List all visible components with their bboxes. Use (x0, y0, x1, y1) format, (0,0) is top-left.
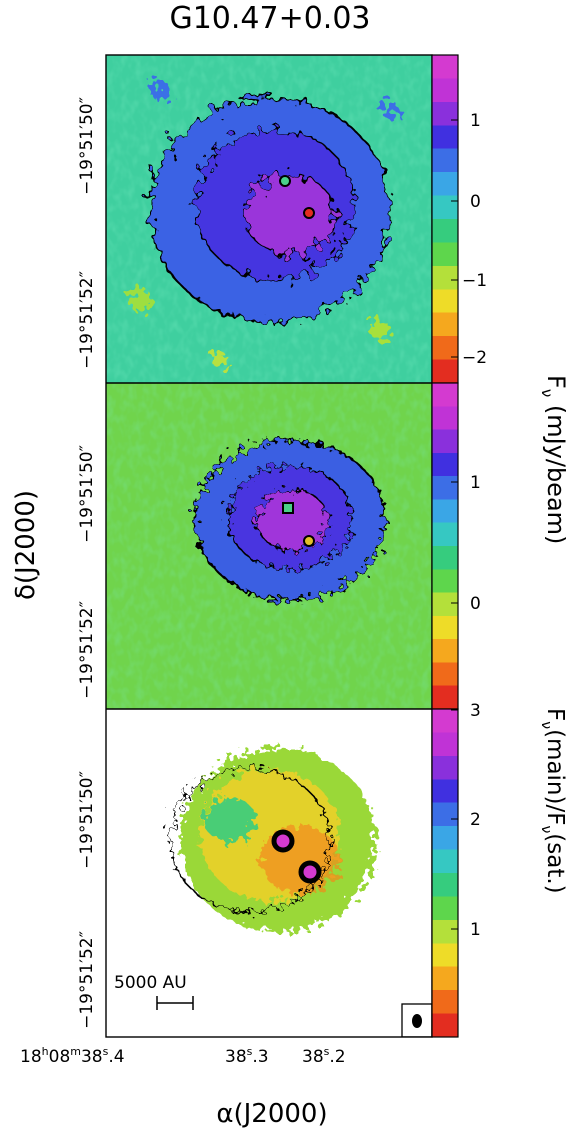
colorbar-top (431, 54, 459, 384)
colorbar-top-tick-4: −2 (462, 348, 487, 368)
panel-top-speckles (128, 80, 399, 368)
panel-middle-emission (194, 439, 386, 601)
colorbar-bottom (431, 708, 459, 1038)
colorbar-bottom-tick-1: 3 (470, 701, 481, 721)
x-axis-label: α(J2000) (216, 1099, 327, 1129)
figure-title: G10.47+0.03 (169, 1, 370, 36)
source-marker-top-1 (279, 175, 291, 187)
scalebar-label: 5000 AU (114, 973, 187, 993)
y-axis-label: δ(J2000) (11, 490, 41, 600)
colorbar-middle (431, 382, 459, 710)
colorbar-bottom-ticks: 3 2 1 (451, 701, 481, 940)
colorbar-top-tick-3: −1 (462, 271, 487, 291)
source-marker-top-2 (303, 207, 315, 219)
xtick-1: 18h08m38s.4 (20, 1045, 125, 1067)
source-marker-bottom-2 (298, 860, 322, 884)
panel-top (106, 55, 432, 383)
panel-top-emission (149, 97, 391, 323)
colorbar-top-ticks: 1 0 −1 −2 (451, 111, 487, 368)
panel-middle (106, 383, 432, 709)
ytick-top-2: −19°51′52″ (77, 271, 97, 369)
source-marker-middle-1 (282, 502, 294, 514)
colorbar-bottom-title: Fν(main)/Fν(sat.) (538, 708, 566, 894)
beam-ellipse (412, 1014, 422, 1028)
colorbar-middle-tick-1: 1 (470, 473, 481, 493)
colorbar-top-title: Fν (mJy/beam) (538, 375, 566, 544)
colorbar-middle-tick-2: 0 (470, 594, 481, 614)
colorbar-bottom-tick-2: 2 (470, 810, 481, 830)
colorbar-top-tick-1: 1 (470, 111, 481, 131)
ytick-middle-2: −19°51′52″ (77, 601, 97, 699)
colorbar-middle-ticks: 1 0 (451, 473, 481, 614)
ytick-bottom-1: −19°51′50″ (77, 771, 97, 869)
source-marker-bottom-1 (271, 829, 295, 853)
colorbar-top-tick-2: 0 (470, 192, 481, 212)
ytick-top-1: −19°51′50″ (77, 97, 97, 195)
x-ticks: 18h08m38s.4 38s.3 38s.2 (20, 1045, 346, 1067)
y-ticks: −19°51′50″ −19°51′52″ −19°51′50″ −19°51′… (77, 97, 97, 1029)
colorbar-bottom-tick-3: 1 (470, 920, 481, 940)
panel-bottom: 5000 AU (106, 709, 432, 1037)
xtick-3: 38s.2 (302, 1045, 346, 1067)
source-marker-middle-2 (303, 535, 315, 547)
ytick-bottom-2: −19°51′52″ (77, 931, 97, 1029)
ytick-middle-1: −19°51′50″ (77, 445, 97, 543)
xtick-2: 38s.3 (225, 1045, 269, 1067)
